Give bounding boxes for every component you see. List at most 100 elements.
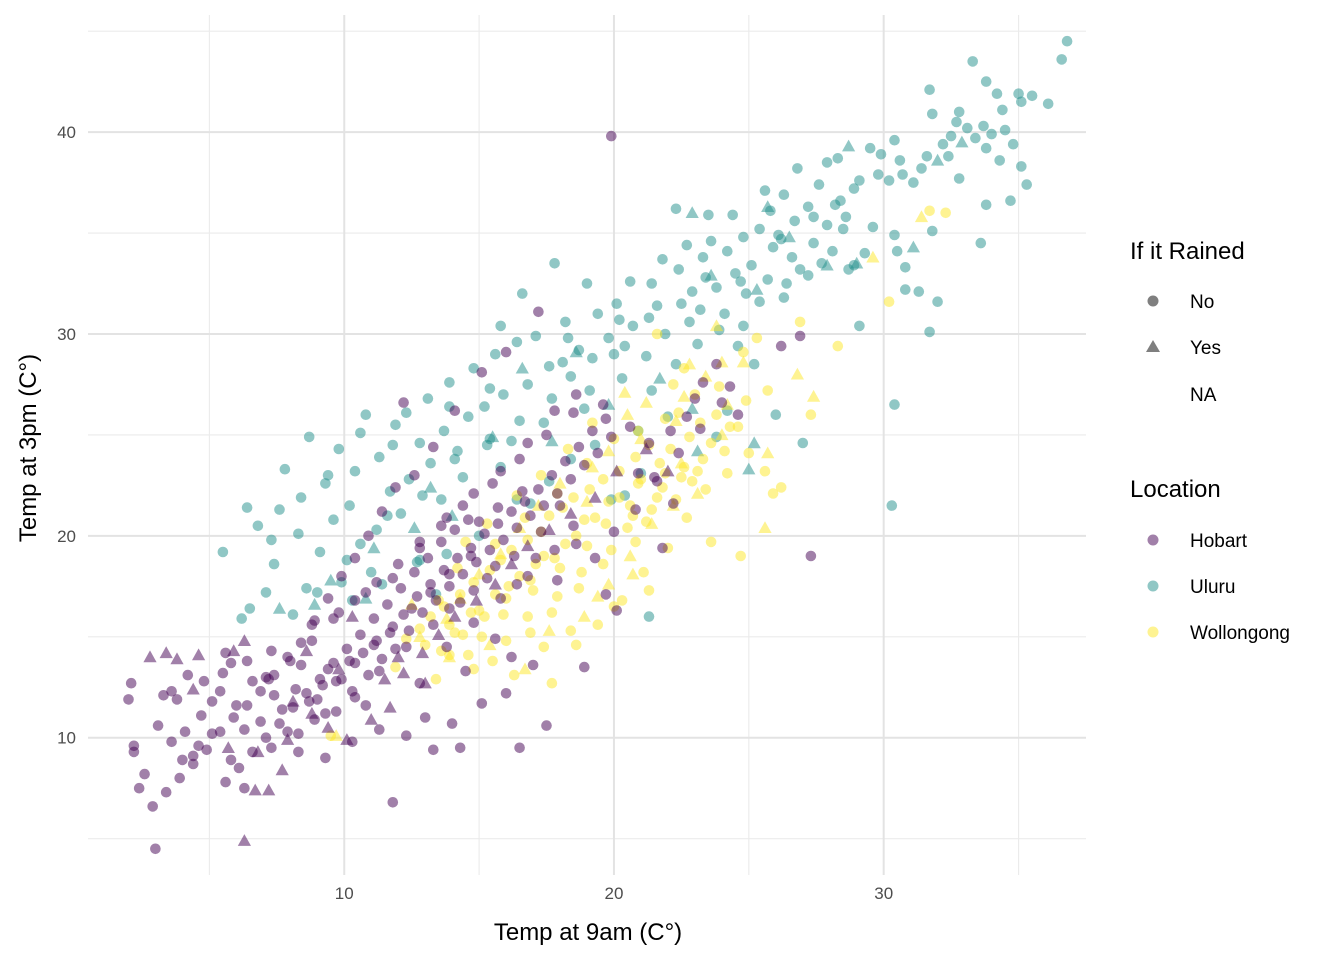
- y-tick-label: 40: [57, 123, 76, 142]
- hobart-point: [295, 637, 307, 649]
- color-legend-label-wollongong: Wollongong: [1190, 623, 1290, 644]
- wollongong-rain-point: [591, 589, 605, 602]
- hobart-point: [295, 659, 307, 671]
- uluru-point: [980, 142, 992, 154]
- wollongong-point: [487, 655, 498, 667]
- wollongong-point: [700, 484, 711, 495]
- hobart-point: [160, 786, 172, 798]
- hobart-point: [457, 568, 469, 580]
- uluru-point: [951, 116, 962, 128]
- uluru-point: [422, 393, 434, 404]
- uluru-point: [314, 546, 326, 558]
- hobart-point: [689, 393, 701, 404]
- hobart-rain-point: [521, 539, 535, 552]
- color-legend-label-hobart: Hobart: [1190, 531, 1248, 552]
- uluru-point: [681, 239, 693, 251]
- wollongong-point: [589, 512, 601, 523]
- wollongong-point: [538, 550, 550, 562]
- uluru-point: [287, 609, 299, 620]
- hobart-point: [376, 506, 388, 517]
- uluru-point: [813, 179, 825, 190]
- uluru-point: [592, 308, 604, 320]
- hobart-rain-point: [248, 783, 262, 796]
- wollongong-rain-point: [542, 624, 556, 636]
- wollongong-point: [743, 447, 755, 459]
- wollongong-point: [738, 346, 749, 358]
- uluru-point: [738, 231, 749, 243]
- hobart-rain-point: [221, 741, 235, 753]
- wollongong-point: [722, 468, 733, 479]
- hobart-point: [368, 613, 380, 624]
- hobart-point: [468, 585, 480, 596]
- uluru-point: [670, 358, 682, 370]
- hobart-point: [487, 478, 498, 489]
- wollongong-point: [597, 558, 609, 570]
- uluru-point: [341, 554, 353, 566]
- hobart-point: [511, 522, 523, 534]
- wollongong-rain-point: [329, 729, 343, 741]
- hobart-point: [716, 397, 728, 408]
- hobart-rain-point: [488, 577, 502, 590]
- hobart-point: [206, 696, 218, 707]
- hobart-point: [428, 619, 439, 630]
- uluru-point: [932, 296, 943, 308]
- hobart-point: [732, 409, 744, 421]
- wollongong-point: [401, 633, 412, 645]
- hobart-point: [608, 526, 620, 538]
- uluru-rain-point: [515, 361, 529, 374]
- uluru-point: [1013, 88, 1024, 99]
- wollongong-rain-point: [709, 319, 724, 332]
- wollongong-point: [430, 673, 442, 685]
- hobart-point: [301, 688, 312, 699]
- hobart-point: [570, 389, 582, 400]
- hobart-rain-point: [639, 442, 653, 455]
- uluru-point: [320, 478, 331, 489]
- wollongong-point: [606, 544, 617, 556]
- hobart-rain-point: [237, 634, 251, 646]
- wollongong-point: [503, 581, 515, 592]
- hobart-point: [312, 694, 323, 705]
- uluru-point: [794, 264, 806, 275]
- hobart-point: [150, 843, 161, 855]
- hobart-point: [495, 593, 507, 604]
- wollongong-point: [775, 482, 787, 493]
- hobart-point: [360, 700, 372, 711]
- uluru-rain-point: [486, 430, 500, 443]
- uluru-point: [748, 358, 760, 370]
- hobart-rain-point: [286, 694, 300, 707]
- wollongong-point: [646, 504, 657, 515]
- wollongong-point: [535, 470, 547, 481]
- wollongong-point: [554, 562, 566, 574]
- hobart-point: [228, 712, 239, 723]
- uluru-point: [994, 155, 1005, 166]
- wollongong-rain-point: [677, 389, 691, 402]
- y-tick-label: 10: [57, 729, 76, 748]
- hobart-point: [514, 742, 525, 754]
- uluru-point: [589, 439, 601, 451]
- x-tick-label: 20: [605, 884, 624, 903]
- wollongong-rain-point: [645, 517, 659, 529]
- hobart-point: [468, 617, 480, 628]
- uluru-point: [560, 316, 571, 328]
- uluru-point: [1007, 138, 1019, 150]
- uluru-point: [293, 528, 304, 540]
- wollongong-point: [425, 611, 436, 622]
- hobart-point: [495, 465, 507, 477]
- uluru-point: [365, 566, 377, 578]
- wollongong-point: [711, 409, 722, 421]
- minor-gridlines: [88, 15, 1086, 875]
- wollongong-point: [514, 570, 525, 582]
- hobart-point: [363, 669, 374, 681]
- uluru-point: [301, 583, 312, 594]
- hobart-point: [330, 706, 342, 717]
- uluru-point: [705, 235, 717, 247]
- wollongong-point: [832, 340, 844, 352]
- uluru-point: [236, 613, 247, 624]
- uluru-point: [643, 611, 655, 622]
- wollongong-point: [603, 496, 614, 507]
- uluru-point: [444, 377, 455, 388]
- uluru-point: [840, 211, 852, 223]
- wollongong-point: [883, 296, 895, 308]
- uluru-point: [490, 348, 501, 360]
- uluru-point: [495, 320, 507, 332]
